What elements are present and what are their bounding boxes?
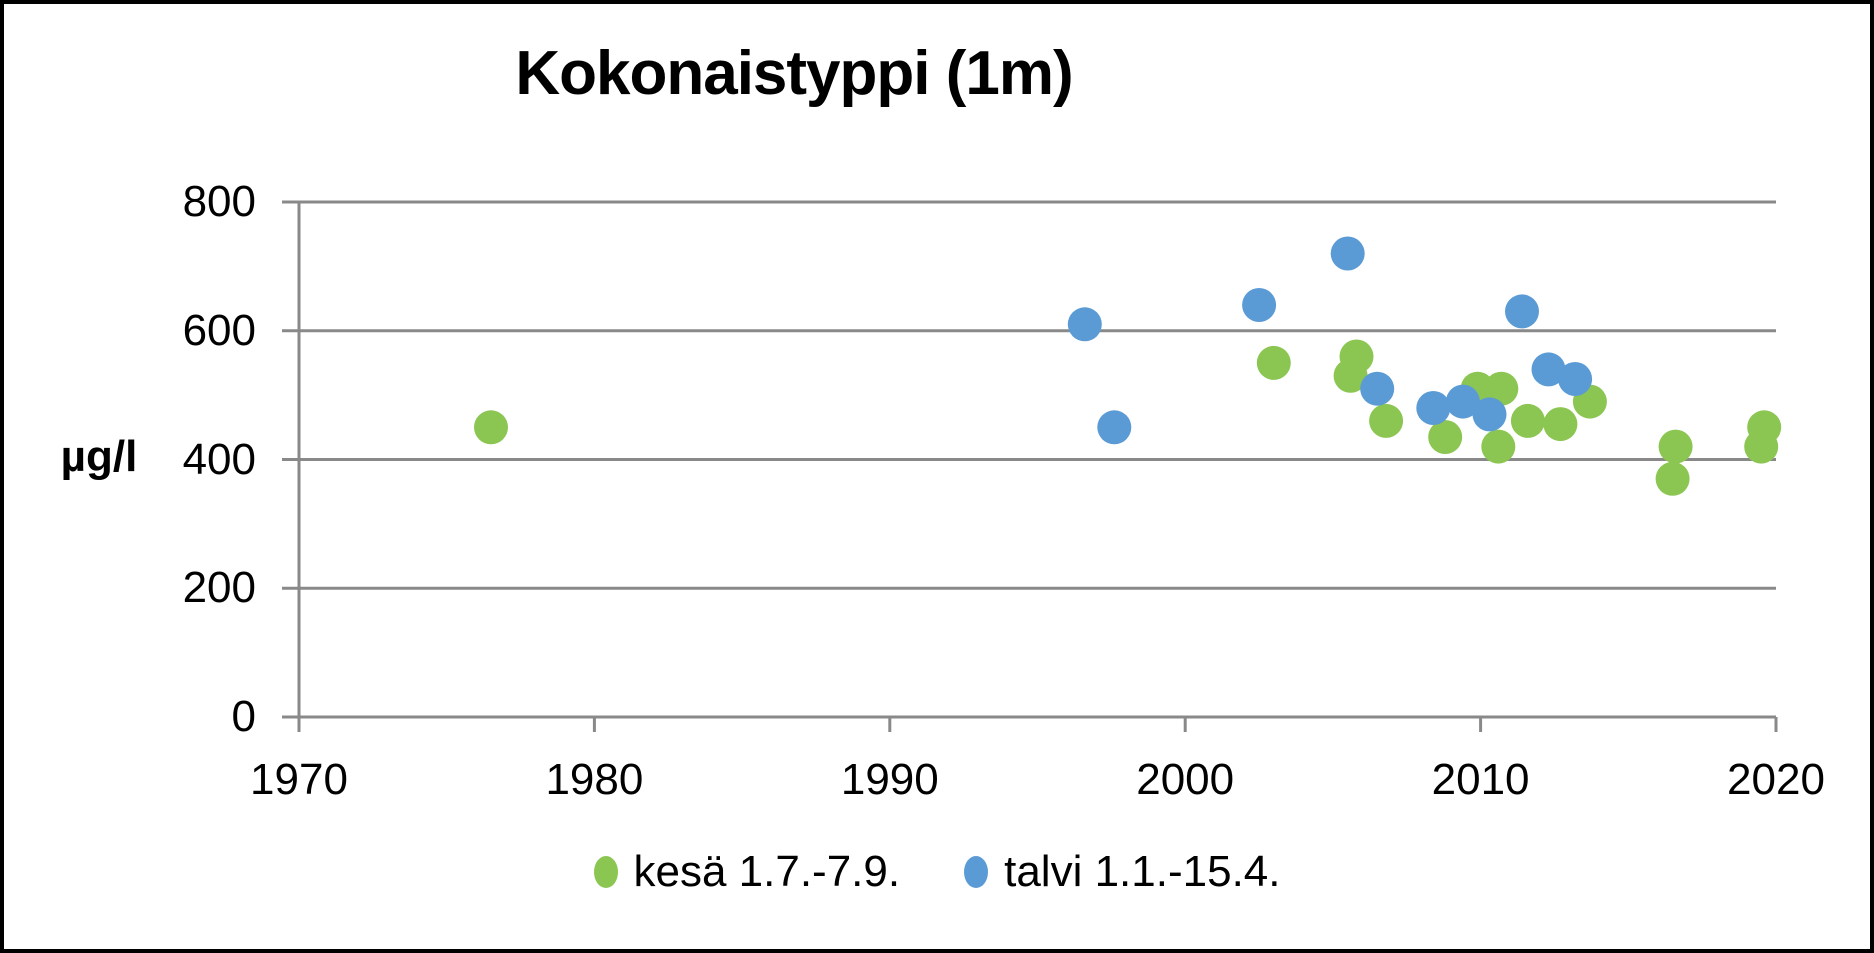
data-point-kesa — [1339, 339, 1374, 374]
data-point-kesa — [1510, 403, 1545, 438]
data-point-talvi — [1242, 288, 1277, 322]
data-point-kesa — [1484, 371, 1519, 406]
kesa-series-marker-icon — [593, 856, 618, 888]
data-point-kesa — [1369, 403, 1404, 438]
x-tick-label: 2020 — [1727, 755, 1825, 804]
talvi-series-marker-icon — [964, 856, 989, 888]
data-point-talvi — [1360, 371, 1395, 406]
scatter-plot — [282, 200, 1782, 732]
x-tick-label: 1970 — [250, 755, 348, 804]
x-tick-label: 1990 — [840, 755, 939, 804]
data-point-talvi — [1097, 410, 1132, 445]
data-point-kesa — [1747, 410, 1782, 445]
data-point-talvi — [1472, 397, 1507, 432]
y-tick-label: 0 — [231, 692, 256, 741]
data-point-kesa — [1481, 429, 1516, 464]
x-tick-label: 1980 — [545, 755, 644, 804]
x-tick-label: 2010 — [1431, 755, 1530, 804]
y-tick-label: 400 — [182, 434, 256, 484]
y-tick-label: 200 — [182, 563, 256, 613]
chart-title: Kokonaistyppi (1m) — [515, 39, 1073, 108]
data-point-kesa — [1428, 420, 1463, 454]
data-point-kesa — [1543, 407, 1578, 442]
legend: kesä 1.7.-7.9. talvi 1.1.-15.4. — [4, 847, 1870, 897]
data-point-talvi — [1558, 362, 1593, 396]
data-point-kesa — [1256, 345, 1291, 380]
legend-label-talvi: talvi 1.1.-15.4. — [1004, 847, 1281, 896]
y-tick-label: 800 — [182, 177, 256, 226]
data-point-talvi — [1531, 352, 1566, 387]
legend-item-talvi: talvi 1.1.-15.4. — [964, 847, 1280, 897]
data-point-kesa — [1655, 461, 1690, 496]
data-point-talvi — [1330, 236, 1365, 271]
data-point-kesa — [474, 410, 508, 445]
data-point-talvi — [1445, 384, 1480, 419]
data-point-talvi — [1505, 294, 1539, 329]
legend-label-kesa: kesä 1.7.-7.9. — [633, 847, 901, 896]
y-tick-label: 600 — [182, 305, 256, 355]
data-point-talvi — [1416, 391, 1451, 425]
x-tick-label: 2000 — [1136, 755, 1235, 804]
data-point-kesa — [1658, 429, 1693, 464]
y-axis-unit-label: µg/l — [60, 432, 138, 481]
legend-item-kesa: kesä 1.7.-7.9. — [593, 847, 901, 897]
data-point-talvi — [1067, 307, 1102, 342]
